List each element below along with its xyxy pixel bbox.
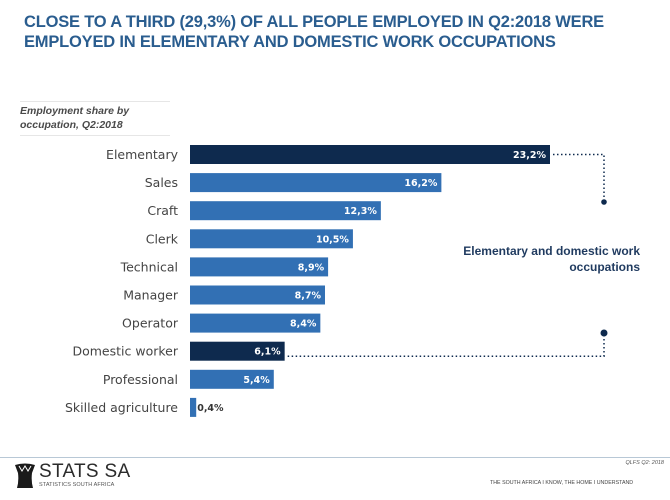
bar-clerk (190, 229, 353, 249)
bar-domestic-worker (190, 341, 285, 361)
logo-main-text: STATS SA (39, 461, 131, 482)
bar-technical (190, 257, 329, 277)
highlight-annotation: Elementary and domestic work occupations (440, 243, 640, 275)
chart-subtitle: Employment share by occupation, Q2:2018 (20, 101, 170, 136)
subtitle-line-2: occupation, Q2:2018 (20, 119, 123, 131)
category-label: Sales (145, 175, 178, 190)
connector-dot-icon (601, 199, 607, 205)
logo-sub-text: STATISTICS SOUTH AFRICA (39, 482, 115, 488)
category-label: Elementary (106, 147, 179, 162)
value-label: 6,1% (254, 347, 281, 358)
category-label: Skilled agriculture (65, 400, 178, 415)
value-label: 12,3% (344, 206, 377, 217)
value-label: 23,2% (513, 150, 546, 161)
value-label: 16,2% (404, 178, 437, 189)
bar-operator (190, 313, 321, 333)
logo-mark-icon (15, 463, 35, 488)
category-label: Manager (123, 288, 179, 303)
bar-chart: Elementary 23,2% Sales 16,2% Craft 12,3% Clerk… (65, 145, 608, 417)
annotation-line-1: Elementary and domestic work (463, 244, 640, 258)
category-label: Craft (147, 203, 178, 218)
value-label: 10,5% (316, 234, 349, 245)
category-label: Technical (120, 259, 178, 274)
footer-slogan: THE SOUTH AFRICA I KNOW, THE HOME I UNDE… (490, 480, 634, 486)
title-line-2: EMPLOYED IN ELEMENTARY AND DOMESTIC WORK… (24, 33, 556, 51)
bar-sales (190, 173, 442, 193)
category-label: Domestic worker (72, 344, 178, 359)
bar-manager (190, 285, 325, 305)
value-label: 8,7% (295, 291, 322, 302)
value-label: 5,4% (243, 375, 270, 386)
subtitle-line-1: Employment share by (20, 105, 130, 117)
bar-professional (190, 369, 274, 389)
stats-sa-logo: STATS SA STATISTICS SOUTH AFRICA (14, 461, 131, 489)
bar-craft (190, 201, 381, 221)
connector-domestic (287, 333, 605, 357)
page-title: CLOSE TO A THIRD (29,3%) OF ALL PEOPLE E… (24, 12, 644, 52)
annotation-line-2: occupations (569, 260, 640, 274)
category-label: Operator (122, 316, 179, 331)
value-label: 0,4% (197, 403, 224, 414)
footer-reference: QLFS Q2: 2018 (625, 460, 664, 466)
title-line-1: CLOSE TO A THIRD (29,3%) OF ALL PEOPLE E… (24, 13, 604, 31)
bar-skilled-agriculture (190, 397, 197, 417)
value-label: 8,9% (298, 262, 325, 273)
connector-dot-icon (600, 329, 608, 337)
category-label: Clerk (146, 231, 179, 246)
category-label: Professional (103, 372, 178, 387)
footer-divider (0, 457, 670, 458)
value-label: 8,4% (290, 319, 317, 330)
connector-elementary (553, 153, 605, 202)
bar-elementary (190, 145, 550, 164)
